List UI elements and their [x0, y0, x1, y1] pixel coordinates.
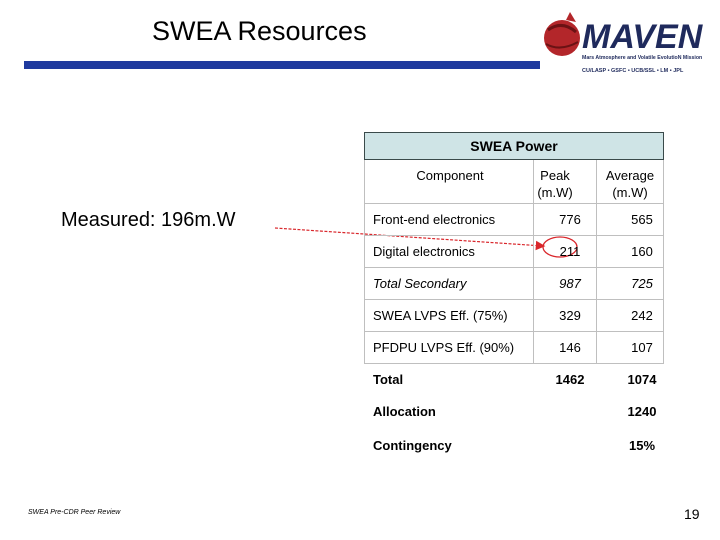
row-peak: 329 — [559, 308, 581, 323]
row-peak: 987 — [559, 276, 581, 291]
row-average: 242 — [631, 308, 653, 323]
title-underline-bar — [24, 61, 540, 69]
column-divider — [364, 160, 365, 363]
row-divider — [364, 331, 664, 332]
row-peak: 1462 — [555, 372, 585, 387]
row-component: Total — [373, 372, 404, 387]
page-number: 19 — [684, 506, 700, 522]
row-component: PFDPU LVPS Eff. (90%) — [373, 340, 515, 355]
measured-note: Measured: 196m.W — [61, 209, 236, 231]
row-average: 725 — [631, 276, 653, 291]
row-average: 107 — [631, 340, 653, 355]
contingency-label: Contingency — [373, 438, 452, 453]
row-component: Front-end electronics — [373, 212, 496, 227]
row-divider — [364, 235, 664, 236]
table-title: SWEA Power — [364, 132, 664, 160]
header-component: Component — [416, 168, 484, 183]
logo-tagline: Mars Atmosphere and Volatile EvolutioN M… — [582, 55, 702, 61]
column-divider — [533, 160, 534, 363]
allocation-label: Allocation — [373, 404, 436, 419]
row-divider — [364, 363, 664, 364]
allocation-value: 1240 — [627, 404, 657, 419]
maven-logo: MAVEN Mars Atmosphere and Volatile Evolu… — [544, 12, 704, 74]
row-average: 160 — [631, 244, 653, 259]
header-average: Average (m.W) — [605, 168, 655, 200]
row-peak: 211 — [559, 244, 581, 259]
row-average: 565 — [631, 212, 653, 227]
logo-partners: CU/LASP • GSFC • UCB/SSL • LM • JPL — [582, 68, 684, 74]
footer-text: SWEA Pre-CDR Peer Review — [28, 509, 121, 516]
row-component: SWEA LVPS Eff. (75%) — [373, 308, 508, 323]
row-component: Digital electronics — [373, 244, 475, 259]
logo-wordmark: MAVEN — [582, 18, 704, 56]
row-divider — [364, 299, 664, 300]
column-divider — [596, 160, 597, 363]
row-peak: 146 — [559, 340, 581, 355]
row-divider — [364, 267, 664, 268]
row-average: 1074 — [627, 372, 657, 387]
column-divider — [663, 160, 664, 363]
row-component: Total Secondary — [373, 276, 467, 291]
slide-title: SWEA Resources — [152, 16, 367, 46]
row-divider — [364, 203, 664, 204]
contingency-value: 15% — [628, 438, 656, 453]
header-peak: Peak (m.W) — [537, 168, 573, 200]
row-peak: 776 — [559, 212, 581, 227]
